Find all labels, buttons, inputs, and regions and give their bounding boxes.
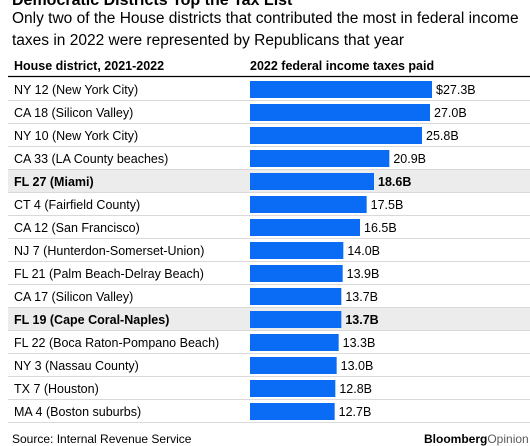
district-label: FL 22 (Boca Raton-Pompano Beach) <box>14 336 219 350</box>
bar <box>250 196 367 213</box>
district-label: NY 12 (New York City) <box>14 83 138 97</box>
district-label: FL 21 (Palm Beach-Delray Beach) <box>14 267 204 281</box>
district-label: TX 7 (Houston) <box>14 382 99 396</box>
district-label: FL 19 (Cape Coral-Naples) <box>14 313 169 327</box>
column-header-taxes: 2022 federal income taxes paid <box>250 59 435 73</box>
value-label: 13.7B <box>345 313 378 327</box>
district-label: CA 33 (LA County beaches) <box>14 152 168 166</box>
district-label: NY 10 (New York City) <box>14 129 138 143</box>
district-label: CA 18 (Silicon Valley) <box>14 106 133 120</box>
bar <box>250 150 390 167</box>
source-note: Source: Internal Revenue Service <box>12 432 192 446</box>
value-label: 14.0B <box>347 244 380 258</box>
value-label: 12.8B <box>339 382 372 396</box>
bar <box>250 265 343 282</box>
value-label: 16.5B <box>364 221 397 235</box>
bar <box>250 334 339 351</box>
bar <box>250 104 430 121</box>
value-label: 13.0B <box>341 359 374 373</box>
brand-section: Opinion <box>487 432 529 446</box>
brand-logo: BloombergOpinion <box>424 432 529 446</box>
column-header-district: House district, 2021-2022 <box>14 59 165 73</box>
value-label: 20.9B <box>393 152 426 166</box>
chart-subtitle: Only two of the House districts that con… <box>12 10 519 49</box>
district-label: CA 17 (Silicon Valley) <box>14 290 133 304</box>
value-label: 27.0B <box>434 106 467 120</box>
brand-name: Bloomberg <box>424 432 488 446</box>
district-label: CT 4 (Fairfield County) <box>14 198 140 212</box>
value-label: 18.6B <box>378 175 411 189</box>
chart-title: Democratic Districts Top the Tax List <box>12 0 293 9</box>
district-label: MA 4 (Boston suburbs) <box>14 405 141 419</box>
bar <box>250 357 337 374</box>
district-label: NJ 7 (Hunterdon-Somerset-Union) <box>14 244 204 258</box>
value-label: $27.3B <box>436 83 476 97</box>
value-label: 13.3B <box>343 336 376 350</box>
value-label: 12.7B <box>339 405 372 419</box>
bar <box>250 242 344 259</box>
district-label: CA 12 (San Francisco) <box>14 221 140 235</box>
value-label: 25.8B <box>426 129 459 143</box>
bar <box>250 219 360 236</box>
bar <box>250 173 374 190</box>
district-label: FL 27 (Miami) <box>14 175 94 189</box>
bar <box>250 380 336 397</box>
bar <box>250 403 335 420</box>
value-label: 13.7B <box>345 290 378 304</box>
district-label: NY 3 (Nassau County) <box>14 359 139 373</box>
bar <box>250 81 432 98</box>
bar <box>250 127 422 144</box>
bar <box>250 311 342 328</box>
value-label: 13.9B <box>347 267 380 281</box>
value-label: 17.5B <box>371 198 404 212</box>
bar <box>250 288 342 305</box>
